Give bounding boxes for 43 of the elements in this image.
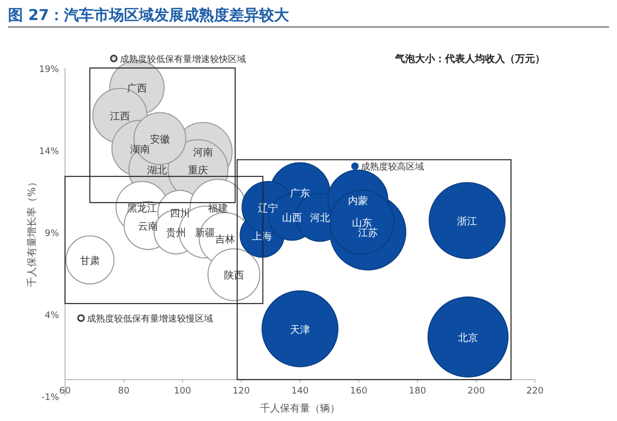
x-tick-label: 200 xyxy=(468,386,486,397)
data-label: 广东 xyxy=(290,188,310,200)
data-label: 浙江 xyxy=(457,216,478,228)
data-label: 甘肃 xyxy=(80,254,100,267)
data-label: 贵州 xyxy=(166,227,186,239)
data-label: 河北 xyxy=(310,212,330,224)
data-label: 内蒙 xyxy=(348,195,368,208)
data-label: 重庆 xyxy=(188,164,208,177)
text: 气泡大小：代表人均收入（万元） xyxy=(394,53,545,65)
chart-title: 图 27：汽车市场区域发展成熟度差异较大 xyxy=(8,6,290,24)
data-label: 云南 xyxy=(138,220,158,232)
data-label: 北京 xyxy=(458,332,478,344)
x-tick-label: 80 xyxy=(118,386,130,397)
x-tick-label: 220 xyxy=(526,386,544,397)
x-tick-label: 140 xyxy=(291,386,309,397)
data-label: 江苏 xyxy=(358,227,378,239)
data-label: 安徽 xyxy=(150,134,170,146)
data-label: 新疆 xyxy=(195,227,216,239)
y-tick-label: 19% xyxy=(38,65,60,75)
data-label: 吉林 xyxy=(215,234,236,246)
data-label: 山西 xyxy=(282,212,302,224)
data-label: 福建 xyxy=(208,202,228,214)
data-label: 湖南 xyxy=(130,143,150,156)
data-label: 黑龙江 xyxy=(126,202,157,214)
legend-label: 成熟度较高区域 xyxy=(360,162,424,173)
data-label: 四川 xyxy=(170,207,190,220)
data-label: 河南 xyxy=(193,146,214,159)
data-label: 天津 xyxy=(290,324,310,336)
y-tick-label: 9% xyxy=(44,229,60,239)
data-label: 湖北 xyxy=(146,164,167,177)
x-tick-label: 100 xyxy=(174,386,192,397)
x-axis-title: 千人保有量（辆） xyxy=(260,402,340,415)
y-axis-title: 千人保有量增长率（%） xyxy=(26,177,38,287)
x-tick-label: 120 xyxy=(232,386,250,397)
y-tick-label: 4% xyxy=(44,311,60,321)
y-tick-label: 14% xyxy=(38,147,60,157)
x-tick-label: 160 xyxy=(350,386,368,397)
x-tick-label: 180 xyxy=(408,386,426,397)
data-label: 广西 xyxy=(126,82,147,95)
data-label: 辽宁 xyxy=(258,202,278,214)
x-tick-label: 60 xyxy=(59,386,71,397)
data-label: 江西 xyxy=(110,110,130,123)
y-tick-label: -1% xyxy=(41,393,60,403)
